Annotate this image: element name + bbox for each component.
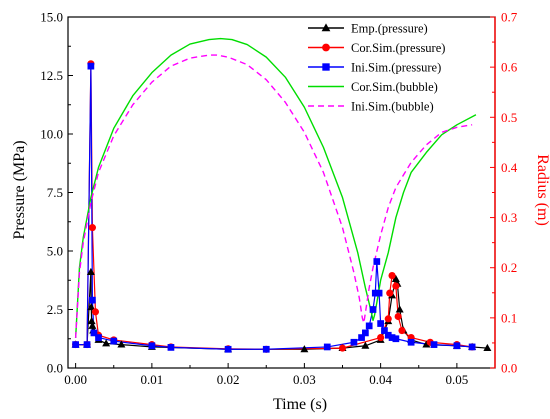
data-point-1-17	[394, 312, 402, 321]
data-point-2-2	[87, 62, 95, 70]
data-point-2-13	[358, 334, 365, 341]
data-point-2-25	[407, 338, 415, 346]
data-point-0-10	[117, 340, 126, 348]
data-point-2-22	[384, 331, 392, 339]
data-point-2-0	[72, 341, 79, 348]
series-line-0	[75, 271, 488, 350]
data-point-2-9	[224, 345, 232, 353]
y-left-tick-label: 5.0	[47, 244, 63, 259]
data-point-2-3	[89, 296, 96, 304]
data-point-0-21	[395, 305, 404, 313]
data-point-0-2	[86, 267, 95, 275]
data-point-0-15	[361, 341, 370, 349]
data-point-2-4	[90, 329, 98, 337]
y-right-tick-label: 0.6	[501, 60, 518, 75]
data-point-2-20	[377, 320, 384, 327]
data-point-0-4	[87, 317, 96, 325]
legend-label-3: Cor.Sim.(bubble)	[351, 80, 438, 94]
data-point-2-10	[262, 345, 270, 353]
legend-marker-1	[322, 43, 330, 52]
data-point-0-3	[87, 302, 96, 311]
data-point-2-6	[110, 337, 118, 345]
y-left-axis-title: Pressure (MPa)	[11, 140, 28, 239]
y-right-axis-title: Radius (m)	[534, 154, 550, 226]
y-right-tick-label: 0.1	[501, 310, 517, 325]
legend-marker-2	[322, 63, 330, 71]
data-point-2-8	[167, 344, 175, 351]
data-point-2-5	[95, 334, 102, 341]
y-left-tick-label: 0.0	[47, 361, 63, 376]
legend-label-0: Emp.(pressure)	[351, 22, 428, 36]
data-point-0-19	[391, 274, 400, 283]
data-point-2-27	[453, 342, 461, 350]
series-line-3	[74, 37, 477, 338]
y-right-tick-label: 0.5	[501, 110, 517, 125]
y-right-tick-label: 0.0	[501, 361, 517, 376]
data-point-1-15	[388, 272, 396, 280]
data-point-2-17	[371, 289, 379, 297]
data-point-0-24	[422, 340, 431, 348]
axes: 0.00 0.01 0.02 0.03 0.04 0.05 0.0 2.5 5.0 7.5 10.0…	[40, 10, 518, 388]
data-point-2-26	[430, 341, 438, 348]
x-tick-label: 0.05	[446, 372, 469, 387]
data-point-1-13	[384, 315, 392, 323]
y-right-tick-label: 0.3	[501, 210, 517, 225]
y-left-tick-label: 2.5	[47, 302, 63, 317]
data-point-0-9	[102, 339, 111, 347]
x-axis-title: Time (s)	[273, 396, 327, 413]
x-tick-label: 0.04	[369, 372, 392, 387]
legend-label-2: Ini.Sim.(pressure)	[351, 61, 441, 75]
y-left-tick-label: 12.5	[40, 68, 63, 83]
data-point-2-24	[392, 335, 400, 343]
data-point-2-14	[362, 329, 369, 337]
data-point-0-27	[483, 343, 492, 352]
x-tick-label: 0.02	[217, 372, 240, 387]
data-point-2-16	[369, 306, 377, 313]
data-point-2-11	[323, 343, 331, 351]
data-point-2-21	[381, 327, 388, 334]
x-tick-label: 0.03	[293, 372, 316, 387]
series-line-4	[74, 54, 473, 338]
data-point-2-23	[388, 334, 396, 341]
data-point-1-14	[386, 289, 394, 297]
data-point-2-1	[83, 341, 91, 348]
data-point-2-15	[365, 322, 373, 330]
legend-marker-0	[321, 23, 331, 32]
data-point-1-11	[338, 344, 347, 352]
legend-label-4: Ini.Sim.(bubble)	[351, 100, 434, 114]
y-left-tick-label: 10.0	[40, 127, 63, 142]
y-left-tick-label: 15.0	[40, 10, 63, 25]
plot-markers	[71, 60, 492, 353]
legend: Emp.(pressure) Cor.Sim.(pressure) Ini.Sim.…	[308, 22, 445, 114]
data-point-1-16	[392, 282, 400, 290]
x-tick-label: 0.01	[141, 372, 164, 387]
data-point-0-5	[88, 321, 97, 329]
data-point-2-28	[468, 343, 476, 351]
data-point-2-19	[375, 289, 383, 297]
legend-label-1: Cor.Sim.(pressure)	[351, 41, 445, 55]
y-left-tick-label: 7.5	[47, 185, 63, 200]
data-point-1-3	[88, 224, 96, 232]
data-point-1-18	[398, 326, 406, 335]
data-point-1-4	[91, 308, 100, 316]
data-point-2-18	[373, 258, 381, 265]
y-right-tick-label: 0.2	[501, 260, 517, 275]
data-point-0-13	[300, 345, 309, 353]
x-tick-label: 0.00	[64, 372, 87, 387]
data-point-1-12	[377, 334, 385, 342]
data-point-2-7	[148, 342, 156, 350]
y-right-tick-label: 0.4	[501, 160, 518, 175]
y-right-tick-label: 0.7	[501, 10, 518, 25]
data-point-2-12	[350, 338, 358, 346]
